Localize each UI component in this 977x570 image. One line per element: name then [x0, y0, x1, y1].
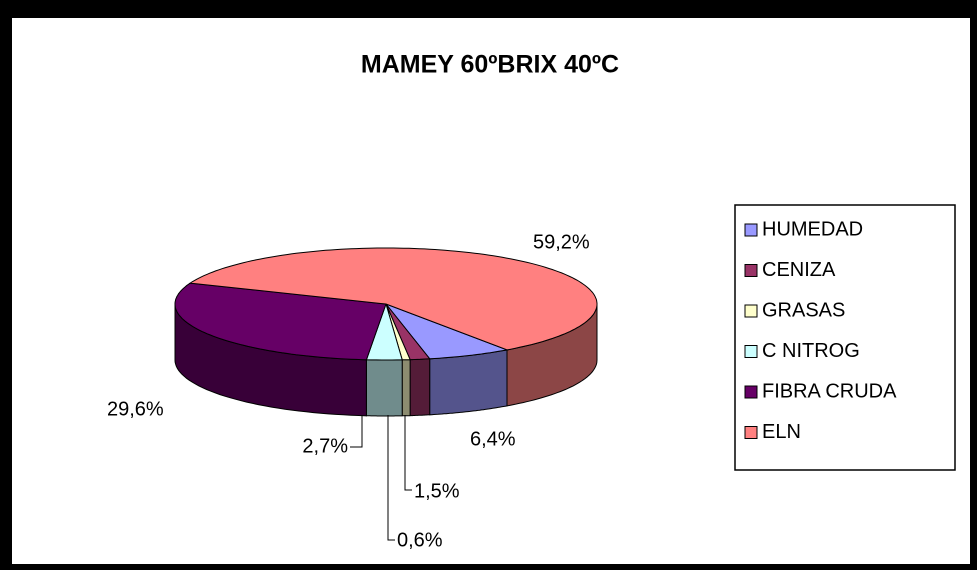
- slice-side: [409, 358, 431, 417]
- slice: [174, 282, 387, 361]
- data-label: 2,7%: [302, 435, 348, 457]
- legend-label: CENIZA: [762, 259, 836, 281]
- legend-swatch: [744, 345, 758, 358]
- leader-line: [387, 415, 395, 541]
- legend-label: GRASAS: [762, 299, 845, 321]
- legend-swatch: [744, 223, 758, 237]
- data-label: 0,6%: [397, 529, 443, 551]
- data-label: 29,6%: [107, 398, 164, 420]
- slice-side: [429, 349, 508, 416]
- data-label: 6,4%: [470, 428, 516, 450]
- legend-swatch: [744, 304, 758, 318]
- legend-swatch: [744, 264, 758, 277]
- legend-label: C NITROG: [762, 340, 860, 362]
- legend-swatch: [744, 426, 758, 439]
- data-label: 59,2%: [533, 231, 590, 253]
- leader-line: [350, 415, 363, 448]
- leader-line: [404, 415, 412, 491]
- legend: [734, 204, 956, 471]
- slice-side: [401, 359, 411, 417]
- legend-swatch: [744, 385, 758, 399]
- slice: [384, 302, 509, 360]
- legend-label: HUMEDAD: [762, 218, 863, 240]
- slice: [188, 247, 598, 351]
- chart-title: MAMEY 60ºBRIX 40ºC: [361, 51, 619, 79]
- data-label: 1,5%: [414, 480, 460, 502]
- slice: [365, 302, 403, 361]
- slice-side: [365, 359, 403, 417]
- legend-label: FIBRA CRUDA: [762, 380, 897, 402]
- legend-label: ELN: [762, 421, 801, 443]
